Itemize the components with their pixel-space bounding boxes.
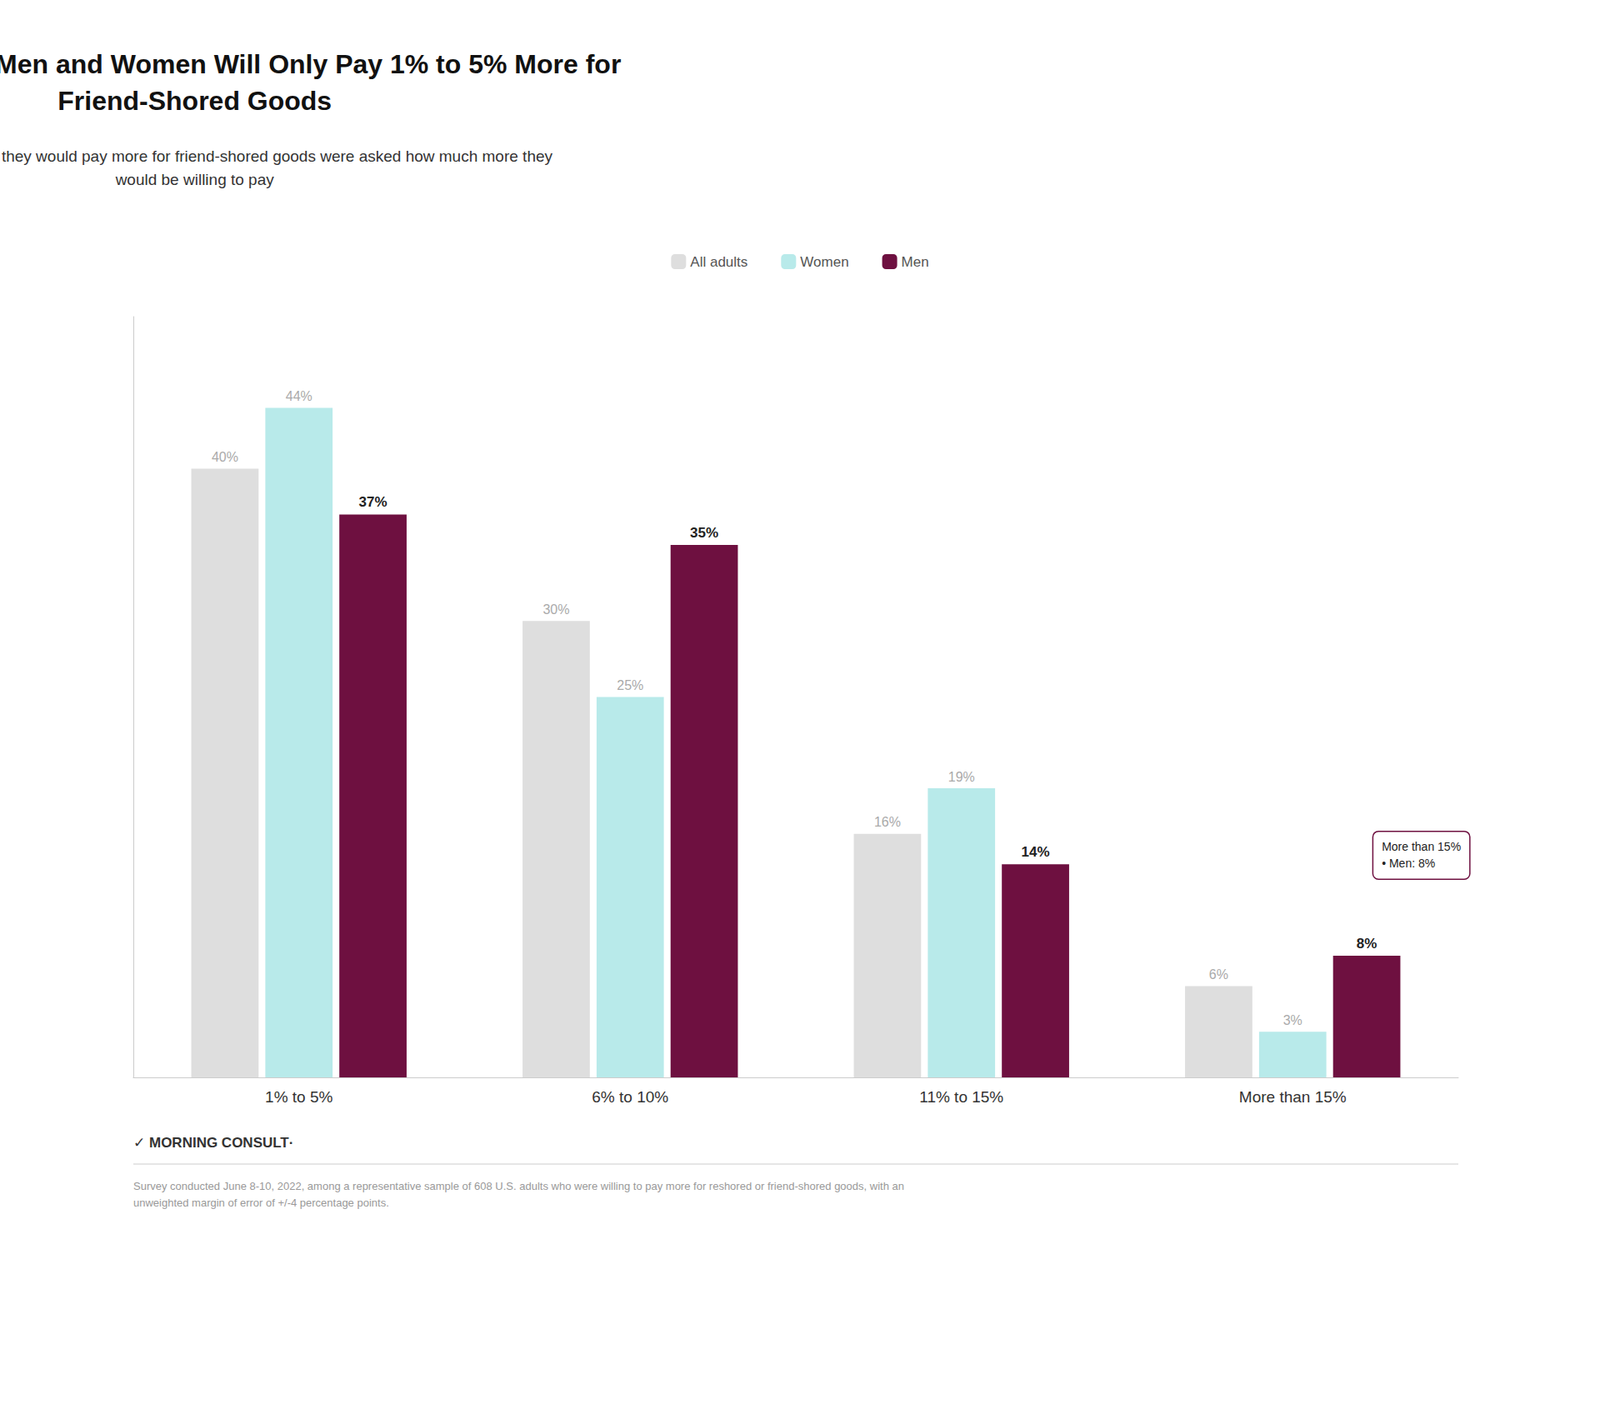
svg-text:Men: Men bbox=[901, 254, 930, 270]
svg-text:Friend-Shored Goods: Friend-Shored Goods bbox=[57, 85, 332, 116]
svg-text:19%: 19% bbox=[948, 770, 975, 785]
svg-text:25%: 25% bbox=[616, 678, 644, 693]
svg-text:unweighted margin of error of: unweighted margin of error of +/-4 perce… bbox=[133, 1196, 390, 1210]
svg-text:3%: 3% bbox=[1283, 1013, 1303, 1028]
svg-text:✓ MORNING CONSULT·: ✓ MORNING CONSULT· bbox=[133, 1135, 294, 1151]
svg-text:More than 15%: More than 15% bbox=[1239, 1088, 1347, 1106]
svg-text:6%: 6% bbox=[1209, 967, 1229, 982]
svg-text:11% to 15%: 11% to 15% bbox=[919, 1088, 1004, 1106]
svg-text:More than 15%: More than 15% bbox=[1381, 840, 1461, 854]
svg-text:40%: 40% bbox=[211, 450, 239, 465]
svg-text:8%: 8% bbox=[1356, 935, 1378, 952]
svg-text:• Men: 8%: • Men: 8% bbox=[1381, 856, 1435, 870]
svg-text:35%: 35% bbox=[690, 525, 719, 541]
svg-text:30%: 30% bbox=[542, 602, 570, 617]
svg-text:6% to 10%: 6% to 10% bbox=[591, 1088, 669, 1106]
svg-text:All adults: All adults bbox=[690, 254, 748, 270]
svg-text:1% to 5%: 1% to 5% bbox=[265, 1088, 333, 1106]
svg-text:Women: Women bbox=[800, 254, 849, 270]
svg-text:44%: 44% bbox=[285, 389, 313, 404]
svg-text:would be willing to pay: would be willing to pay bbox=[115, 170, 275, 189]
svg-text:37%: 37% bbox=[359, 494, 388, 510]
svg-text:16%: 16% bbox=[874, 815, 901, 830]
svg-text:Respondents who said they woul: Respondents who said they would pay more… bbox=[0, 147, 554, 165]
svg-text:Survey conducted June 8-10, 20: Survey conducted June 8-10, 2022, among … bbox=[133, 1180, 905, 1193]
svg-text:Pluralities of U.S. Men and Wo: Pluralities of U.S. Men and Women Will O… bbox=[0, 49, 621, 80]
svg-text:14%: 14% bbox=[1021, 844, 1050, 860]
